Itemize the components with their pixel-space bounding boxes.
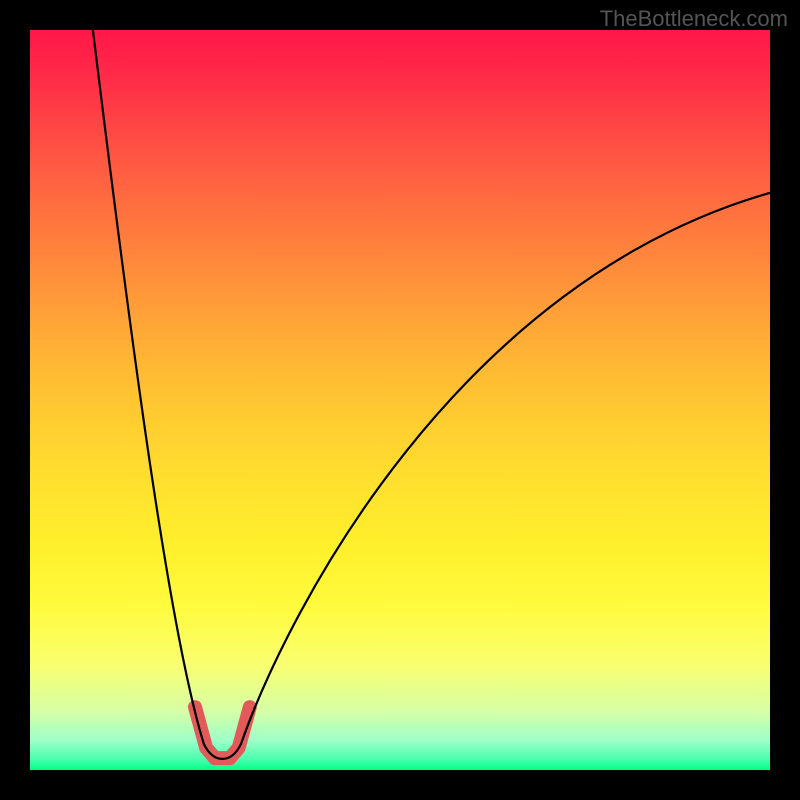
chart-frame: TheBottleneck.com [0,0,800,800]
plot-area [30,30,770,770]
watermark-text: TheBottleneck.com [600,6,788,32]
bottleneck-chart-svg [30,30,770,770]
